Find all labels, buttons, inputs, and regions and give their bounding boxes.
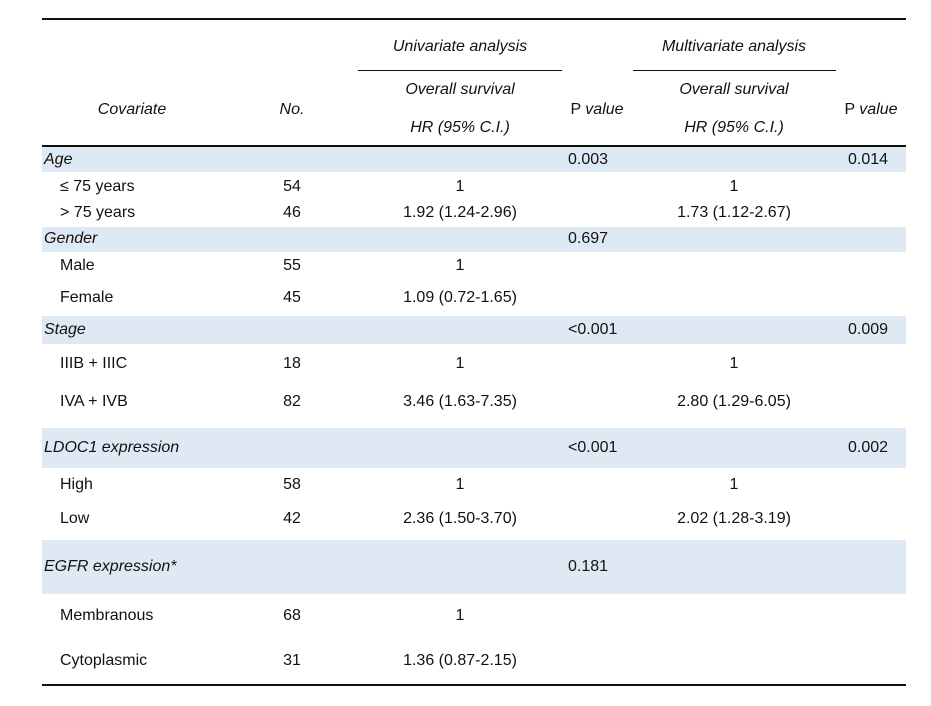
header-multi-os: Overall survival bbox=[679, 81, 789, 98]
multi-hr-value: 1 bbox=[729, 355, 739, 372]
band-ldoc1 bbox=[42, 428, 906, 468]
uni-hr-value: 3.46 (1.63-7.35) bbox=[403, 393, 517, 410]
header-univariate: Univariate analysis bbox=[392, 38, 528, 55]
multivariate-underline bbox=[633, 70, 836, 71]
uni-hr-value: 2.36 (1.50-3.70) bbox=[403, 510, 517, 527]
row-label: IVA + IVB bbox=[60, 393, 128, 410]
row-label: > 75 years bbox=[60, 204, 136, 221]
row-label: IIIB + IIIC bbox=[60, 355, 128, 372]
bottom-rule bbox=[42, 684, 906, 686]
band-stage bbox=[42, 316, 906, 344]
uni-p-value: 0.181 bbox=[568, 558, 609, 575]
header-multi-hr: HR (95% C.I.) bbox=[684, 119, 784, 136]
group-label: Stage bbox=[44, 321, 86, 338]
row-label: Cytoplasmic bbox=[60, 652, 148, 669]
uni-p-value: <0.001 bbox=[568, 439, 618, 456]
band-egfr bbox=[42, 540, 906, 594]
row-label: Female bbox=[60, 289, 114, 306]
row-no: 68 bbox=[283, 607, 301, 624]
multi-p-value: 0.009 bbox=[848, 321, 889, 338]
row-no: 31 bbox=[283, 652, 301, 669]
univariate-underline bbox=[358, 70, 562, 71]
header-no: No. bbox=[279, 101, 305, 118]
header-rule bbox=[42, 145, 906, 147]
row-no: 42 bbox=[283, 510, 301, 527]
multi-p-value: 0.002 bbox=[848, 439, 889, 456]
value-word: value bbox=[585, 101, 624, 118]
row-no: 58 bbox=[283, 476, 301, 493]
multi-p-value: 0.014 bbox=[848, 151, 889, 168]
header-p-value-1: P value bbox=[570, 102, 623, 118]
uni-p-value: 0.003 bbox=[568, 151, 609, 168]
multi-hr-value: 1 bbox=[729, 178, 739, 195]
group-label: EGFR expression* bbox=[44, 558, 177, 575]
top-rule bbox=[42, 18, 906, 20]
header-uni-os: Overall survival bbox=[405, 81, 515, 98]
multi-hr-value: 2.02 (1.28-3.19) bbox=[677, 510, 791, 527]
row-no: 55 bbox=[283, 257, 301, 274]
header-uni-hr: HR (95% C.I.) bbox=[410, 119, 510, 136]
group-label: Age bbox=[44, 151, 73, 168]
uni-hr-value: 1 bbox=[455, 178, 465, 195]
row-label: Male bbox=[60, 257, 95, 274]
uni-hr-value: 1 bbox=[455, 355, 465, 372]
multi-hr-value: 1.73 (1.12-2.67) bbox=[677, 204, 791, 221]
uni-hr-value: 1.09 (0.72-1.65) bbox=[403, 289, 517, 306]
p-letter: P bbox=[844, 101, 855, 118]
band-gender bbox=[42, 227, 906, 252]
header-covariate: Covariate bbox=[97, 101, 167, 118]
group-label: LDOC1 expression bbox=[44, 439, 180, 456]
row-label: Membranous bbox=[60, 607, 154, 624]
row-no: 82 bbox=[283, 393, 301, 410]
row-label: Low bbox=[60, 510, 90, 527]
uni-p-value: 0.697 bbox=[568, 230, 609, 247]
uni-p-value: <0.001 bbox=[568, 321, 618, 338]
row-no: 18 bbox=[283, 355, 301, 372]
header-p-value-2: P value bbox=[844, 102, 897, 118]
multi-hr-value: 2.80 (1.29-6.05) bbox=[677, 393, 791, 410]
row-no: 54 bbox=[283, 178, 301, 195]
multi-hr-value: 1 bbox=[729, 476, 739, 493]
row-no: 45 bbox=[283, 289, 301, 306]
value-word: value bbox=[859, 101, 898, 118]
uni-hr-value: 1 bbox=[455, 257, 465, 274]
uni-hr-value: 1.36 (0.87-2.15) bbox=[403, 652, 517, 669]
uni-hr-value: 1 bbox=[455, 607, 465, 624]
header-multivariate: Multivariate analysis bbox=[661, 38, 807, 55]
p-letter: P bbox=[570, 101, 581, 118]
uni-hr-value: 1 bbox=[455, 476, 465, 493]
row-label: High bbox=[60, 476, 93, 493]
band-age bbox=[42, 147, 906, 172]
row-label: ≤ 75 years bbox=[60, 178, 135, 195]
group-label: Gender bbox=[44, 230, 98, 247]
row-no: 46 bbox=[283, 204, 301, 221]
uni-hr-value: 1.92 (1.24-2.96) bbox=[403, 204, 517, 221]
